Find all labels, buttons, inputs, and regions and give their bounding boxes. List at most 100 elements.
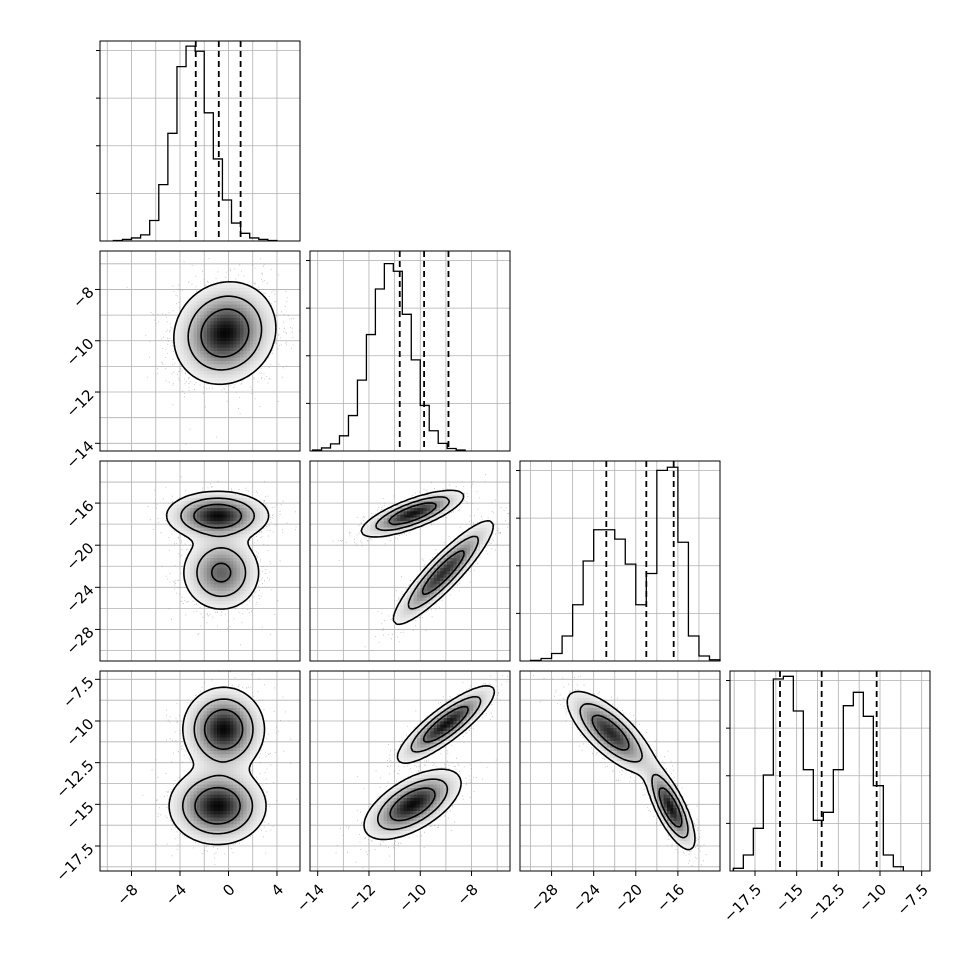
density-cells <box>226 514 231 518</box>
density-cells <box>373 721 471 828</box>
x-tick-label: −15 <box>772 881 807 916</box>
density-cells <box>216 524 221 528</box>
density-cells <box>210 507 214 512</box>
density-cells <box>663 784 667 788</box>
density-cells <box>176 494 251 602</box>
density-cells <box>653 781 657 785</box>
density-cells <box>170 491 271 608</box>
density-cells <box>190 494 247 598</box>
density-cells <box>216 797 221 802</box>
density-cells <box>216 507 221 512</box>
density-cells <box>230 517 234 522</box>
density-cells <box>200 514 204 518</box>
density-cells <box>203 341 207 345</box>
density-cells <box>413 511 417 515</box>
y-tick-label: −7.5 <box>59 673 97 711</box>
density-cells <box>410 507 414 512</box>
density-cells <box>226 721 234 738</box>
density-cells <box>230 344 234 348</box>
contour-level-1 <box>173 280 277 386</box>
density-cells <box>230 324 234 328</box>
density-cells <box>203 314 214 355</box>
density-cells <box>223 337 227 342</box>
density-cells <box>213 791 221 822</box>
density-cells <box>196 514 201 518</box>
density-cells <box>216 567 221 578</box>
density-cells <box>670 811 681 822</box>
density-cells <box>220 327 224 332</box>
density-cells <box>223 727 227 732</box>
density-cells <box>663 801 667 805</box>
density-cells <box>426 801 431 805</box>
density-cells <box>216 337 221 342</box>
density-cells <box>400 497 477 535</box>
density-cells <box>226 517 231 522</box>
density-cells <box>196 721 211 812</box>
density-cells <box>220 721 224 738</box>
density-cells <box>400 804 404 808</box>
density-cells <box>400 514 404 518</box>
x-tick-label: −8 <box>453 881 481 909</box>
density-cells <box>216 341 221 345</box>
density-cells <box>170 491 267 608</box>
density-cells <box>220 724 224 735</box>
y-tick-label: −10 <box>62 715 97 750</box>
density-cells <box>666 801 671 805</box>
density-cells <box>396 811 401 815</box>
density-cells <box>433 564 457 588</box>
density-cells <box>223 517 227 522</box>
pair-panel-2-4: −14 −12 −10 −8 <box>293 670 511 916</box>
density-cells <box>610 724 614 728</box>
y-tick-label: −28 <box>62 623 97 658</box>
density-cells <box>206 571 211 575</box>
density-cells <box>210 334 244 348</box>
density-cells <box>396 511 427 518</box>
density-cells <box>210 551 214 555</box>
density-cells <box>213 741 217 745</box>
density-cells <box>403 514 407 518</box>
density-cells <box>383 701 477 825</box>
density-cells <box>436 721 454 732</box>
density-cells <box>673 817 677 822</box>
y-tick-label: −16 <box>62 497 97 532</box>
density-cells <box>236 334 257 362</box>
density-cells <box>213 327 237 338</box>
density-cells <box>200 554 234 572</box>
histogram-3 <box>529 466 721 662</box>
density-cells <box>216 327 221 332</box>
density-cells <box>240 564 244 582</box>
density-cells <box>213 314 217 318</box>
density-cells <box>213 797 217 815</box>
density-cells <box>670 804 674 808</box>
density-cells <box>413 801 417 805</box>
x-tick-label: −8 <box>113 881 141 909</box>
density-cells <box>233 311 237 315</box>
density-cells <box>413 794 417 798</box>
density-cells <box>430 731 434 735</box>
density-cells <box>410 804 414 808</box>
density-cells <box>196 511 247 588</box>
density-cells <box>213 507 217 512</box>
density-cells <box>416 744 421 748</box>
density-cells <box>406 511 411 515</box>
density-cells <box>203 721 237 752</box>
density-cells <box>450 564 454 568</box>
contour-level-3 <box>388 502 465 596</box>
density-cells <box>420 737 424 742</box>
density-cells <box>463 541 467 545</box>
density-cells <box>230 327 234 332</box>
density-cells <box>236 744 247 802</box>
density-cells <box>606 737 611 742</box>
density-cells <box>683 821 687 825</box>
density-cells <box>213 324 237 338</box>
density-cells <box>213 521 217 525</box>
density-cells <box>440 727 444 732</box>
density-cells <box>436 587 441 592</box>
y-tick-label: −15 <box>62 798 97 833</box>
density-cells <box>433 734 437 738</box>
density-cells <box>233 517 237 522</box>
histogram-panel-2 <box>306 250 511 452</box>
axes-frame <box>99 250 301 452</box>
axes-frame <box>729 670 931 872</box>
density-cells <box>186 501 231 588</box>
